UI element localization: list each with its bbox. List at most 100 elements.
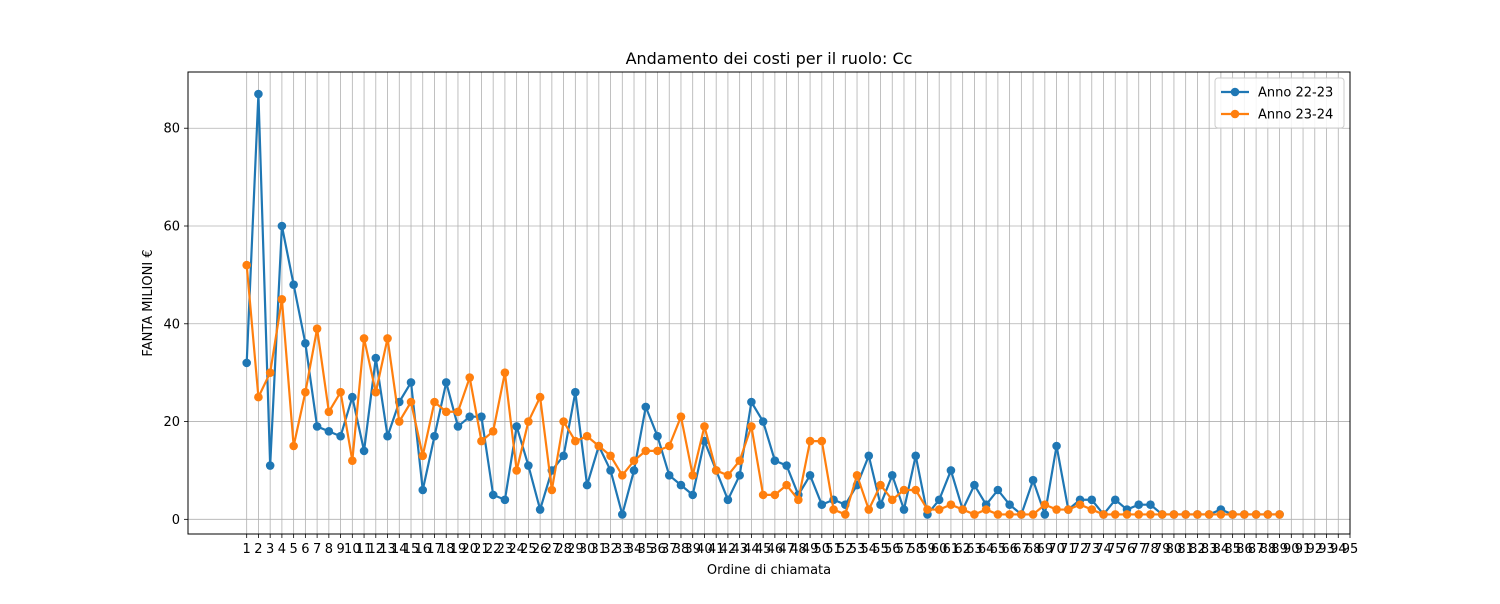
- x-tick-label: 84: [1213, 542, 1230, 557]
- data-point: [488, 490, 498, 500]
- data-point: [1263, 510, 1273, 519]
- x-tick-label: 6: [301, 542, 309, 557]
- data-point: [277, 221, 287, 231]
- data-point: [394, 417, 404, 426]
- x-tick-label: 59: [919, 542, 936, 557]
- x-tick-label: 76: [1119, 542, 1136, 557]
- data-point: [653, 446, 662, 456]
- data-point: [430, 431, 439, 441]
- data-point: [1005, 500, 1014, 509]
- x-tick-label: 58: [907, 542, 924, 557]
- x-tick-label: 92: [1307, 542, 1324, 557]
- data-point: [1193, 510, 1202, 519]
- data-point: [1052, 441, 1061, 451]
- x-tick-label: 2: [254, 542, 262, 557]
- data-point: [864, 451, 874, 461]
- x-tick-label: 44: [743, 542, 760, 557]
- data-point: [1204, 510, 1214, 519]
- x-tick-label: 51: [825, 542, 842, 557]
- data-point: [629, 456, 639, 465]
- data-point: [336, 387, 345, 397]
- x-tick-label: 8: [325, 542, 333, 557]
- data-point: [1169, 510, 1179, 519]
- data-point: [805, 436, 815, 446]
- x-tick-label: 23: [497, 542, 514, 557]
- data-point: [441, 378, 451, 387]
- x-tick-label: 67: [1013, 542, 1030, 557]
- data-point: [242, 358, 251, 368]
- y-tick-label: 20: [163, 415, 180, 430]
- x-tick-label: 60: [931, 542, 948, 557]
- data-point: [852, 471, 862, 480]
- data-point: [970, 480, 979, 490]
- x-tick-label: 36: [649, 542, 666, 557]
- data-point: [805, 471, 815, 480]
- data-point: [1110, 510, 1120, 519]
- data-point: [465, 412, 474, 421]
- x-tick-label: 89: [1271, 542, 1288, 557]
- y-axis: 0 20 40 60 80: [163, 122, 188, 528]
- x-tick-label: 15: [403, 542, 420, 557]
- data-point: [1099, 510, 1108, 519]
- data-point: [770, 456, 780, 465]
- x-tick-label: 90: [1283, 542, 1300, 557]
- x-tick-label: 13: [379, 542, 396, 557]
- data-point: [688, 471, 698, 480]
- data-point: [324, 407, 334, 417]
- data-point: [371, 353, 381, 363]
- data-point: [535, 505, 545, 514]
- data-point: [535, 392, 545, 402]
- data-point: [1087, 505, 1097, 514]
- data-point: [606, 451, 615, 461]
- data-point: [1040, 510, 1050, 519]
- x-tick-label: 53: [849, 542, 866, 557]
- data-point: [1110, 495, 1120, 505]
- data-point: [1134, 510, 1144, 519]
- x-tick-label: 75: [1107, 542, 1124, 557]
- data-point: [899, 485, 909, 495]
- data-point: [876, 500, 885, 509]
- data-point: [735, 456, 744, 465]
- x-tick-label: 32: [602, 542, 619, 557]
- x-tick-label: 73: [1084, 542, 1101, 557]
- legend-label: Anno 22-23: [1258, 86, 1333, 101]
- x-tick-label: 48: [790, 542, 807, 557]
- data-point: [265, 461, 275, 470]
- data-point: [923, 505, 932, 514]
- x-tick-label: 10: [344, 542, 361, 557]
- data-point: [488, 427, 498, 436]
- x-tick-label: 78: [1142, 542, 1159, 557]
- data-point: [840, 510, 850, 519]
- x-axis: 1 2 3 4 5 6 7 8 9 1011121314151617181920212223242…: [243, 534, 1358, 557]
- data-point: [383, 431, 392, 441]
- x-tick-label: 77: [1130, 542, 1147, 557]
- data-point: [582, 480, 592, 490]
- x-tick-label: 85: [1224, 542, 1241, 557]
- data-point: [946, 466, 956, 475]
- data-point: [406, 378, 416, 387]
- x-tick-label: 19: [450, 542, 467, 557]
- data-point: [653, 431, 662, 441]
- data-point: [899, 505, 909, 514]
- x-tick-label: 86: [1236, 542, 1253, 557]
- data-point: [770, 490, 780, 500]
- y-axis-label: FANTA MILIONI €: [141, 249, 156, 356]
- data-point: [1028, 510, 1038, 519]
- x-tick-label: 94: [1330, 542, 1347, 557]
- x-tick-label: 42: [720, 542, 737, 557]
- data-point: [277, 295, 287, 304]
- data-point: [359, 446, 369, 456]
- data-point: [265, 368, 275, 377]
- data-point: [254, 89, 263, 99]
- x-tick-label: 74: [1095, 542, 1112, 557]
- data-point: [1275, 510, 1284, 519]
- data-point: [301, 339, 310, 348]
- x-tick-label: 70: [1048, 542, 1065, 557]
- data-point: [571, 387, 580, 397]
- data-point: [512, 422, 521, 431]
- x-axis-label: Ordine di chiamata: [707, 563, 831, 578]
- legend-item: Anno 23-24: [1221, 108, 1333, 123]
- x-tick-label: 35: [637, 542, 654, 557]
- data-point: [1122, 510, 1132, 519]
